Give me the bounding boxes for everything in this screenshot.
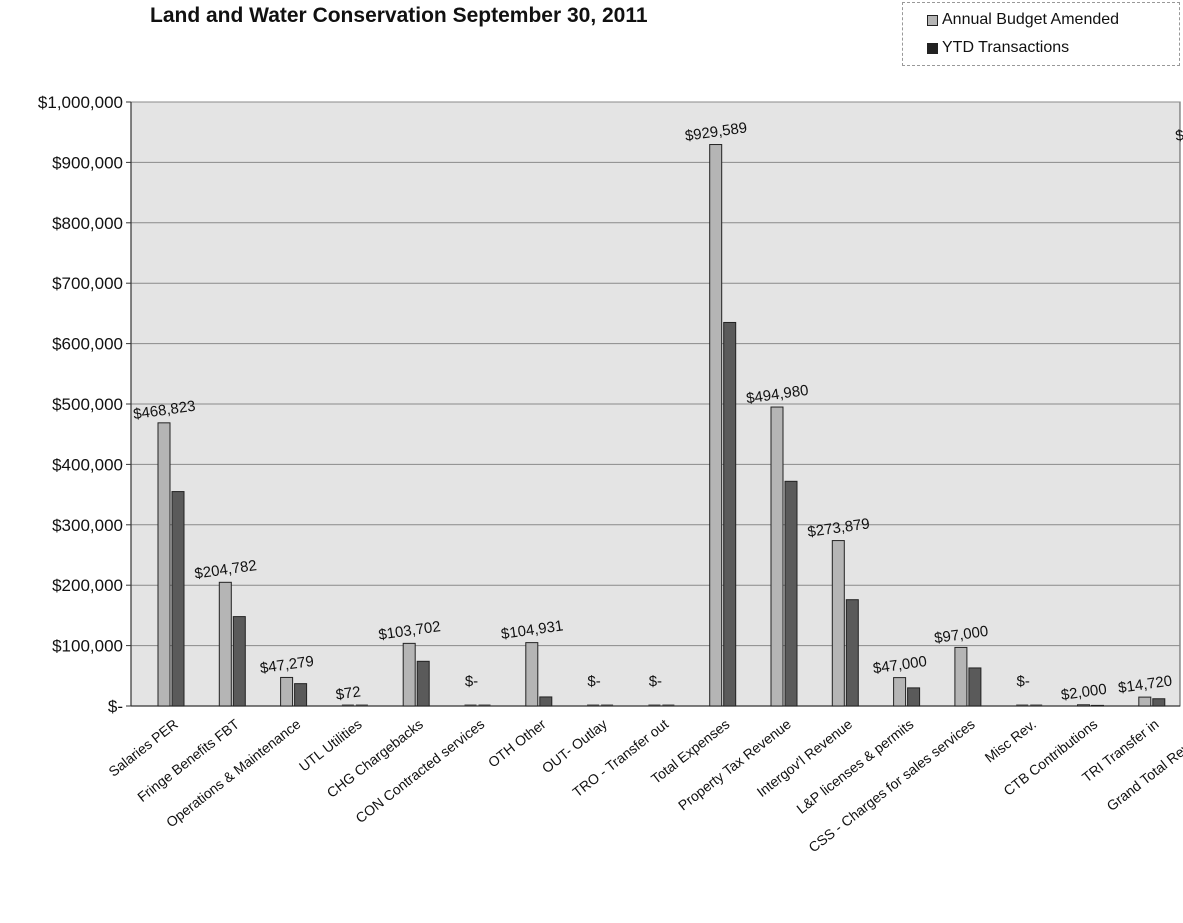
y-tick-label: $700,000 bbox=[52, 274, 123, 293]
bar-budget bbox=[709, 144, 723, 707]
data-label: $- bbox=[587, 673, 600, 690]
bar-budget bbox=[402, 642, 416, 707]
bar-ytd bbox=[845, 599, 859, 707]
x-category-label: Misc Rev. bbox=[982, 716, 1039, 766]
bar-ytd bbox=[539, 696, 553, 707]
y-tick-label: $- bbox=[108, 697, 123, 716]
x-category-label: Fringe Benefits FBT bbox=[134, 715, 242, 805]
data-label: $- bbox=[1017, 673, 1030, 690]
bar-ytd bbox=[968, 667, 982, 707]
y-tick-label: $500,000 bbox=[52, 395, 123, 414]
bar-ytd bbox=[171, 491, 185, 707]
y-tick-label: $900,000 bbox=[52, 153, 123, 172]
y-tick-label: $100,000 bbox=[52, 637, 123, 656]
legend-entry-budget: Annual Budget Amended bbox=[927, 11, 1119, 29]
bar-budget bbox=[1077, 704, 1090, 707]
chart-legend: Annual Budget Amended YTD Transactions bbox=[902, 2, 1180, 66]
bar-budget bbox=[525, 642, 539, 707]
y-tick-label: $800,000 bbox=[52, 214, 123, 233]
bar-ytd bbox=[1152, 698, 1166, 707]
data-label: $2,000 bbox=[1060, 681, 1108, 704]
y-tick-label: $1,000,000 bbox=[38, 93, 123, 112]
bar-ytd bbox=[416, 660, 430, 707]
bar-ytd bbox=[294, 683, 308, 707]
data-label: $- bbox=[465, 673, 478, 690]
bar-budget bbox=[954, 646, 968, 707]
bar-ytd bbox=[784, 480, 798, 707]
chart-title: Land and Water Conservation September 30… bbox=[150, 4, 648, 27]
legend-swatch-ytd bbox=[927, 42, 938, 54]
legend-label-budget: Annual Budget Amended bbox=[942, 11, 1120, 28]
data-label: $- bbox=[649, 673, 662, 690]
bar-ytd bbox=[907, 687, 921, 707]
bar-budget bbox=[1138, 696, 1152, 707]
bar-budget bbox=[893, 677, 907, 707]
bar-budget bbox=[831, 540, 845, 707]
y-tick-label: $200,000 bbox=[52, 576, 123, 595]
bar-ytd bbox=[1091, 704, 1104, 707]
x-category-label: L&P licenses & permits bbox=[793, 716, 916, 817]
x-category-label: Property Tax Revenue bbox=[675, 716, 794, 814]
legend-label-ytd: YTD Transactions bbox=[942, 39, 1070, 56]
bar-budget bbox=[157, 422, 171, 707]
legend-swatch-budget bbox=[927, 14, 938, 26]
bar-ytd bbox=[723, 321, 737, 707]
bar-budget bbox=[280, 676, 294, 707]
legend-entry-ytd: YTD Transactions bbox=[927, 39, 1069, 57]
bar-budget bbox=[770, 406, 784, 707]
data-label: $929,589 bbox=[1174, 119, 1183, 145]
y-tick-label: $600,000 bbox=[52, 335, 123, 354]
bar-budget bbox=[218, 581, 232, 707]
y-tick-label: $400,000 bbox=[52, 455, 123, 474]
data-label: $72 bbox=[335, 683, 362, 703]
bar-ytd bbox=[232, 616, 246, 707]
y-tick-label: $300,000 bbox=[52, 516, 123, 535]
